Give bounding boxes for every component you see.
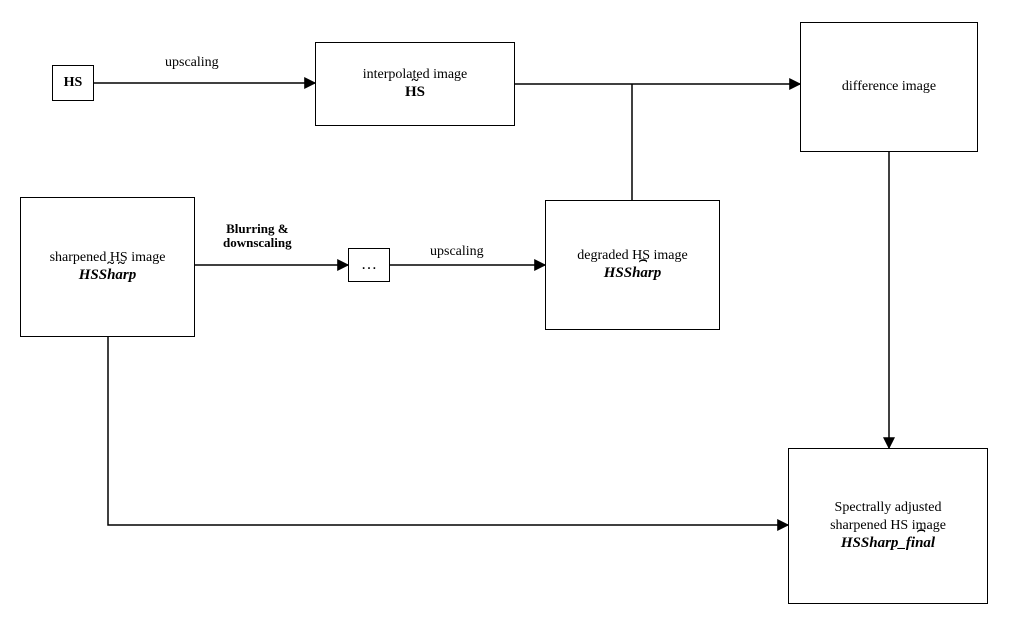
node-degraded: degraded HS imageHS⌢Sharp bbox=[545, 200, 720, 330]
node-ellipsis: … bbox=[348, 248, 390, 282]
node-final: Spectrally adjustedsharpened HS imageHSS… bbox=[788, 448, 988, 604]
node-hs: HS bbox=[52, 65, 94, 101]
edge-label-upscaling-1: upscaling bbox=[165, 55, 219, 70]
edge-label-blurring: Blurring &downscaling bbox=[223, 222, 292, 251]
node-interpolated: interpolated image~HS bbox=[315, 42, 515, 126]
edge-label-upscaling-2: upscaling bbox=[430, 244, 484, 259]
node-sharpened: sharpened HS imageHS~~Sharp bbox=[20, 197, 195, 337]
node-difference: difference image bbox=[800, 22, 978, 152]
